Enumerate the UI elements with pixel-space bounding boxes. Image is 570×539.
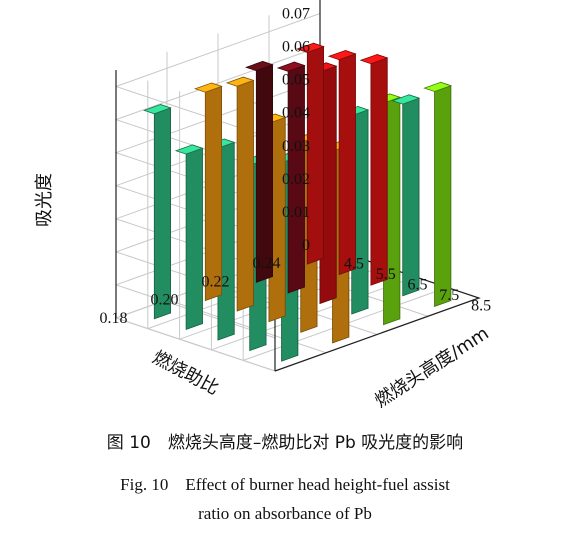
x-tick-label: 0.18	[100, 310, 128, 327]
bars	[142, 42, 453, 362]
z-tick-label: 0.06	[282, 39, 310, 56]
bar-side	[434, 85, 452, 307]
bar-top	[423, 81, 453, 92]
z-tick-label: 0	[302, 237, 310, 254]
bar-top	[327, 50, 357, 61]
z-tick-label: 0.02	[282, 171, 310, 188]
figure-caption-en-line1: Fig. 10 Effect of burner head height-fue…	[120, 475, 450, 494]
bar-side	[236, 79, 254, 312]
bar-top	[193, 82, 223, 93]
bar-top	[244, 60, 274, 72]
z-tick-label: 0.03	[282, 138, 310, 155]
y-tick-label: 6.5	[408, 277, 428, 294]
z-tick-label: 0.05	[282, 72, 310, 89]
bar-top	[225, 76, 255, 87]
bar-side	[204, 85, 223, 302]
y-tick-label: 7.5	[439, 287, 459, 304]
bar	[391, 94, 421, 297]
bar-top	[391, 94, 421, 105]
x-tick-label: 0.24	[253, 255, 281, 272]
bar-top	[174, 144, 204, 155]
y-tick-label: 8.5	[471, 298, 491, 315]
bar-side	[255, 64, 274, 283]
bar-side	[153, 107, 172, 320]
bar	[423, 81, 453, 307]
z-axis-label: 吸光度	[34, 173, 55, 227]
z-tick-label: 0.04	[282, 105, 310, 122]
x-axis-label: 燃烧助比	[149, 347, 222, 399]
bar-top	[276, 61, 306, 72]
bar3d-chart: 0 0.01 0.02 0.03 0.04 0.05 0.06 0.07 0.18 0.20 0.2…	[34, 0, 493, 412]
bar	[225, 76, 255, 312]
bar	[174, 144, 204, 330]
y-tick-label: 5.5	[376, 266, 396, 283]
bar	[327, 49, 357, 276]
y-tick-label: 4.5	[344, 255, 364, 272]
bar-top	[295, 42, 325, 53]
bar-side	[402, 97, 420, 297]
bar-side	[370, 57, 388, 286]
bar	[193, 82, 223, 302]
z-tick-label: 0.01	[282, 204, 310, 221]
figure-caption-en-line2: ratio on absorbance of Pb	[198, 504, 372, 523]
x-tick-label: 0.22	[202, 273, 230, 290]
tick-labels: 0 0.01 0.02 0.03 0.04 0.05 0.06 0.07 0.18 0.20 0.2…	[100, 6, 492, 327]
bar	[295, 42, 325, 265]
z-tick-label: 0.07	[282, 6, 310, 23]
bar-top	[359, 54, 389, 65]
bar	[276, 61, 306, 294]
bar-side	[185, 147, 203, 330]
bar	[142, 103, 172, 320]
x-tick-label: 0.20	[151, 292, 179, 309]
bar-side	[338, 53, 356, 276]
grid-line	[115, 317, 276, 372]
figure-caption-cn: 图 10 燃烧头高度–燃助比对 Pb 吸光度的影响	[106, 433, 464, 453]
bar	[359, 53, 389, 286]
y-axis-label: 燃烧头高度/mm	[371, 323, 492, 412]
bar-top	[142, 104, 172, 115]
bar	[244, 60, 274, 283]
